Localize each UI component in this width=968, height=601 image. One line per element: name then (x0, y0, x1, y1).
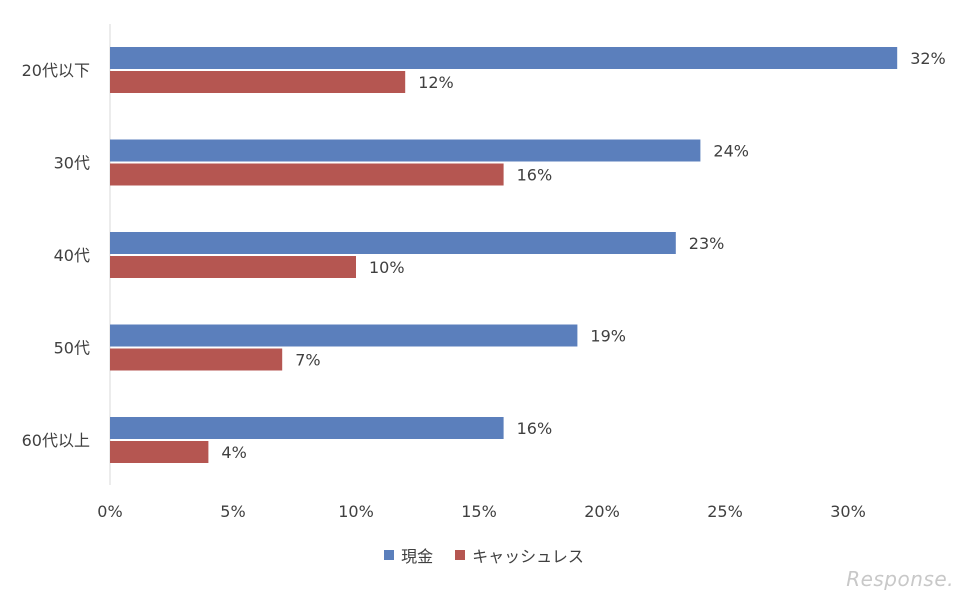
bar-cashless (110, 71, 406, 93)
legend-label-cashless: キャッシュレス (472, 547, 584, 566)
data-label-cash: 24% (713, 142, 749, 161)
bar-cash (110, 232, 676, 254)
data-label-cashless: 7% (295, 351, 320, 370)
bar-cash (110, 47, 898, 69)
bar-cashless (110, 163, 504, 186)
legend-swatch-cashless (455, 550, 466, 560)
category-label: 20代以下 (22, 61, 90, 80)
x-tick-label: 5% (220, 502, 245, 521)
category-label: 60代以上 (22, 431, 90, 450)
bar-cashless (110, 256, 356, 278)
watermark-logo: Response. (846, 567, 954, 591)
data-label-cashless: 12% (418, 73, 454, 92)
bar-cash (110, 139, 701, 162)
data-label-cashless: 16% (517, 166, 553, 185)
bar-cashless (110, 348, 283, 371)
x-tick-label: 10% (338, 502, 374, 521)
bar-cash (110, 324, 578, 347)
x-tick-label: 20% (584, 502, 620, 521)
legend: 現金 キャッシュレス (0, 543, 968, 567)
legend-swatch-cash (384, 550, 395, 560)
bar-cash (110, 417, 504, 439)
category-label: 50代 (54, 339, 90, 358)
x-tick-label: 15% (461, 502, 497, 521)
x-tick-label: 25% (707, 502, 743, 521)
data-label-cashless: 4% (221, 443, 246, 462)
legend-label-cash: 現金 (401, 547, 434, 566)
category-label: 40代 (54, 246, 90, 265)
category-label: 30代 (54, 154, 90, 173)
data-label-cashless: 10% (369, 258, 405, 277)
bar-cashless (110, 441, 209, 463)
x-tick-label: 0% (97, 502, 122, 521)
data-label-cash: 32% (910, 49, 946, 68)
legend-item-cashless: キャッシュレス (455, 543, 584, 567)
data-label-cash: 16% (517, 419, 553, 438)
x-tick-label: 30% (830, 502, 866, 521)
data-label-cash: 19% (590, 327, 626, 346)
legend-item-cash: 現金 (384, 543, 433, 567)
data-label-cash: 23% (689, 234, 725, 253)
